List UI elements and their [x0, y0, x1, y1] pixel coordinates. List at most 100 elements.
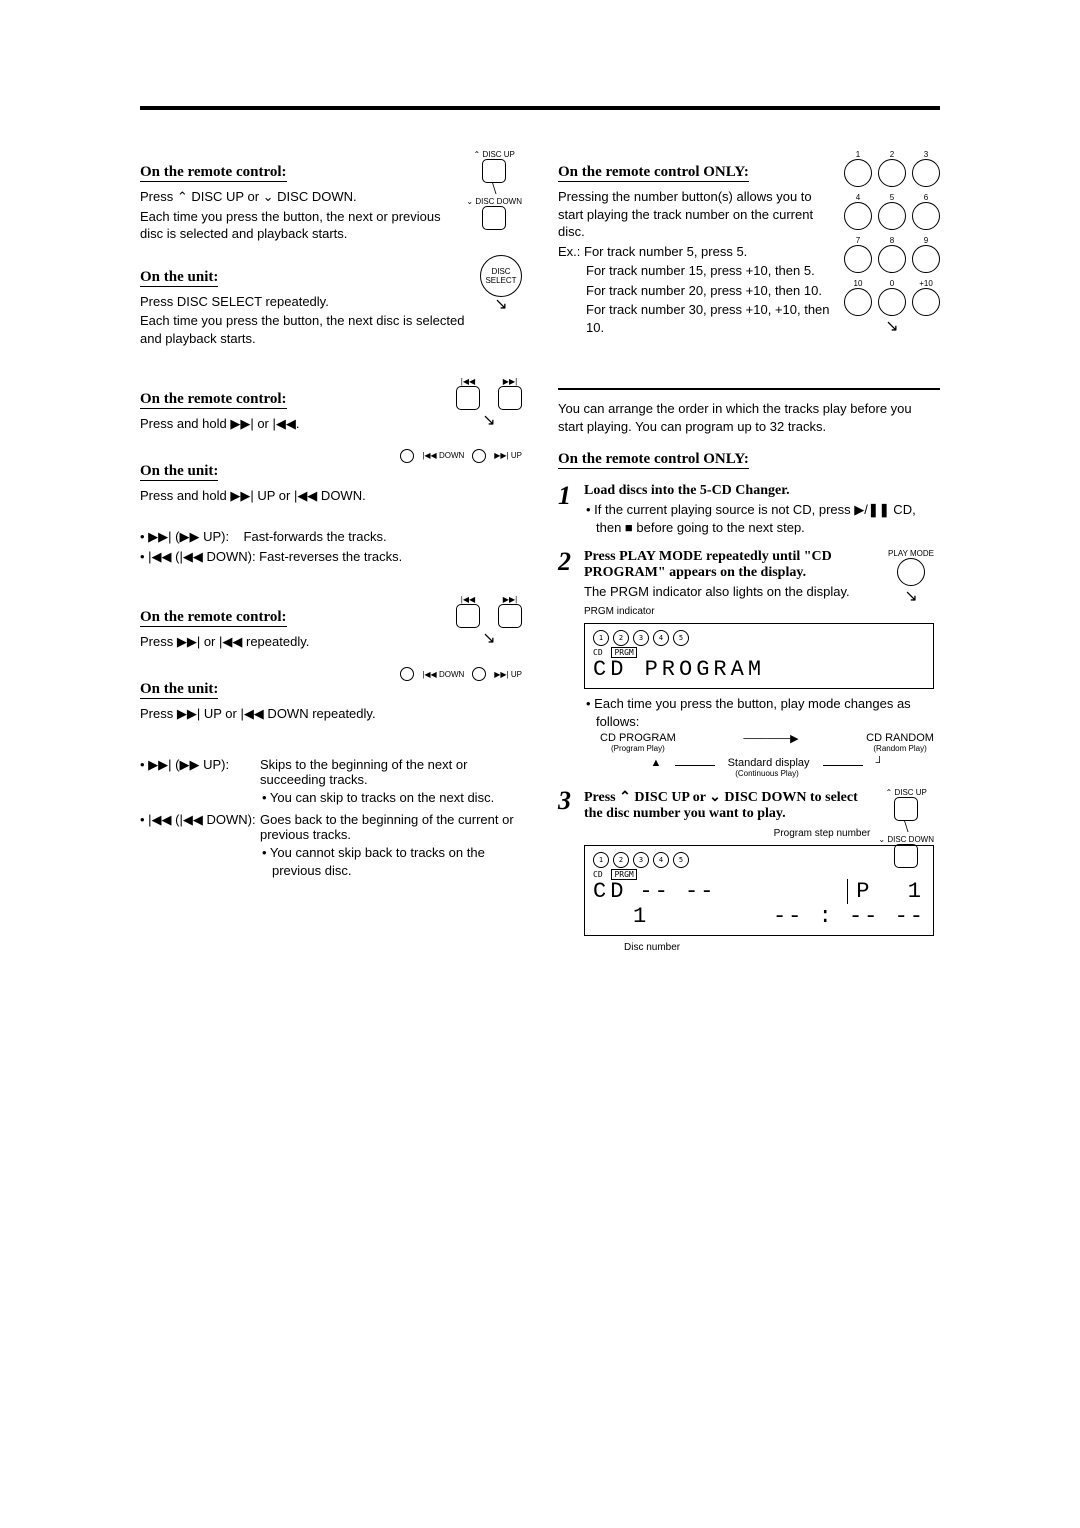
next-icon: ▶▶| — [177, 706, 200, 721]
dash: -- -- — [639, 879, 715, 904]
t3: . — [296, 416, 300, 431]
t2: DISC UP or — [631, 790, 709, 805]
arrow-down-tail-icon: ┘ — [876, 757, 884, 769]
prev-icon: |◀◀ — [240, 706, 263, 721]
disc-select-unit: On the unit: DISC SELECT ↘ Press DISC SE… — [140, 255, 522, 350]
step-3: 3 ⌃ DISC UP ⧵ ⌄ DISC DOWN Press ⌃ DISC U… — [558, 788, 940, 953]
step2-note: The PRGM indicator also lights on the di… — [584, 583, 934, 601]
disc-icon: 5 — [673, 852, 689, 868]
t: DOWN — [439, 670, 464, 679]
next-icon: ▶▶| — [230, 416, 253, 431]
line1: Press and hold ▶▶| UP or |◀◀ DOWN. — [140, 487, 522, 505]
ff-row: • ▶▶| (▶▶ UP): Fast-forwards the tracks. — [140, 528, 522, 546]
term: • |◀◀ (|◀◀ DOWN): — [140, 812, 260, 881]
numpad-label: +10 — [912, 279, 940, 288]
skip-buttons-icon: |◀◀ ▶▶| ↘ — [456, 595, 522, 648]
lcd-icons-row: 1 2 3 4 5 — [593, 852, 870, 868]
program-remote-heading: On the remote control ONLY: — [558, 451, 749, 469]
t: • If the current playing source is not C… — [586, 502, 868, 517]
caption-disc-number: Disc number — [624, 942, 934, 953]
disc-icon: 4 — [653, 852, 669, 868]
t2: or — [200, 634, 219, 649]
numpad-button-icon — [878, 159, 906, 187]
step2-title: Press PLAY MODE repeatedly until "CD PRO… — [584, 549, 934, 581]
p: P — [856, 879, 873, 904]
note: • You can skip to tracks on the next dis… — [272, 789, 522, 807]
arrow-up-icon: ▲ — [651, 757, 662, 769]
step-number: 1 — [558, 483, 578, 509]
mode-program: CD PROGRAM — [600, 732, 676, 744]
step-2: 2 PLAY MODE ↘ Press PLAY MODE repeatedly… — [558, 549, 940, 779]
dash2: -- : -- -- — [773, 904, 925, 929]
next-glyph: ▶▶| — [498, 595, 522, 604]
down-lbl: |◀◀ DOWN — [422, 670, 464, 679]
desc-block: Goes back to the beginning of the curren… — [260, 812, 522, 881]
numpad-button-icon — [844, 202, 872, 230]
p-seg: P 1 — [847, 879, 925, 904]
up-caret-icon: ⌃ — [177, 189, 188, 204]
fr-row: • |◀◀ (|◀◀ DOWN): Fast-reverses the trac… — [140, 548, 522, 566]
cd: CD — [593, 870, 603, 879]
knob-right-icon — [472, 449, 486, 463]
numpad-label: 2 — [878, 150, 906, 159]
disc-select-knob: DISC SELECT ↘ — [480, 255, 522, 313]
step1-note: • If the current playing source is not C… — [596, 501, 940, 536]
one: 1 — [908, 879, 925, 904]
t: DISC UP — [894, 788, 926, 797]
mode-flow: CD PROGRAM (Program Play) ──────▶ CD RAN… — [600, 732, 934, 778]
down-caret-icon: ⌄ — [263, 189, 274, 204]
numpad-label: 9 — [912, 236, 940, 245]
t: DISC DOWN — [887, 835, 934, 844]
numpad-label: 1 — [844, 150, 872, 159]
fwd-row: • ▶▶| (▶▶ UP): Skips to the beginning of… — [140, 757, 522, 809]
t: Press — [140, 706, 177, 721]
t3: DOWN. — [317, 488, 365, 503]
knob-right-icon — [472, 667, 486, 681]
numpad-label: 5 — [878, 193, 906, 202]
prgm: PRGM — [610, 584, 649, 599]
line1: Press ⌃ DISC UP or ⌄ DISC DOWN. — [140, 188, 522, 206]
lcd-icons-row: 1 2 3 4 5 — [593, 630, 925, 646]
up-lbl: ▶▶| UP — [494, 451, 522, 460]
t: Press — [584, 790, 619, 805]
t3: DOWN repeatedly. — [264, 706, 376, 721]
t2: UP or — [254, 488, 294, 503]
search-remote: On the remote control: |◀◀ ▶▶| ↘ Press a… — [140, 377, 522, 435]
link-line: ⧵ — [466, 185, 522, 195]
number-pad-icon: 123456789100+10 ↘ — [844, 150, 940, 336]
next-button-icon — [498, 604, 522, 628]
up-lbl: ▶▶| UP — [494, 670, 522, 679]
prev-glyph: |◀◀ — [456, 377, 480, 386]
disc-icon: 1 — [593, 852, 609, 868]
heading: On the remote control: — [140, 164, 287, 182]
desc: Skips to the beginning of the next or su… — [260, 757, 467, 787]
knob-label: DISC SELECT — [481, 267, 521, 285]
heading: On the remote control ONLY: — [558, 164, 749, 182]
skip-buttons-icon: |◀◀ ▶▶| ↘ — [456, 377, 522, 430]
cd-text: CD — [593, 879, 627, 904]
disc-down-button-icon — [482, 206, 506, 230]
t2: indicator also lights on the display. — [649, 584, 850, 599]
desc-block: Skips to the beginning of the next or su… — [260, 757, 522, 809]
numpad-button-icon — [844, 288, 872, 316]
t3: DISC DOWN. — [274, 189, 357, 204]
pointer-icon: ↘ — [480, 297, 522, 313]
pointer-icon: ↘ — [456, 410, 522, 430]
t3: before going to the next step. — [633, 520, 805, 535]
t: UP — [511, 451, 522, 460]
line1: Press ▶▶| UP or |◀◀ DOWN repeatedly. — [140, 705, 522, 723]
disc-select-remote: On the remote control: ⌃ DISC UP ⧵ ⌄ DIS… — [140, 150, 522, 245]
line2: Each time you press the button, the next… — [140, 208, 522, 243]
cd: CD — [593, 648, 603, 657]
pointer-icon: ↘ — [844, 316, 940, 336]
numpad-button-icon — [912, 202, 940, 230]
step-number: 3 — [558, 788, 578, 814]
down-label: ⌄ DISC DOWN — [466, 197, 522, 206]
up-text: DISC UP — [482, 150, 514, 159]
t: Press — [140, 189, 177, 204]
arrow-right-icon: ──────▶ — [743, 732, 798, 753]
knob-left-icon — [400, 667, 414, 681]
heading: On the remote control: — [140, 391, 287, 409]
numpad-label: 7 — [844, 236, 872, 245]
t2: DISC UP or — [188, 189, 263, 204]
